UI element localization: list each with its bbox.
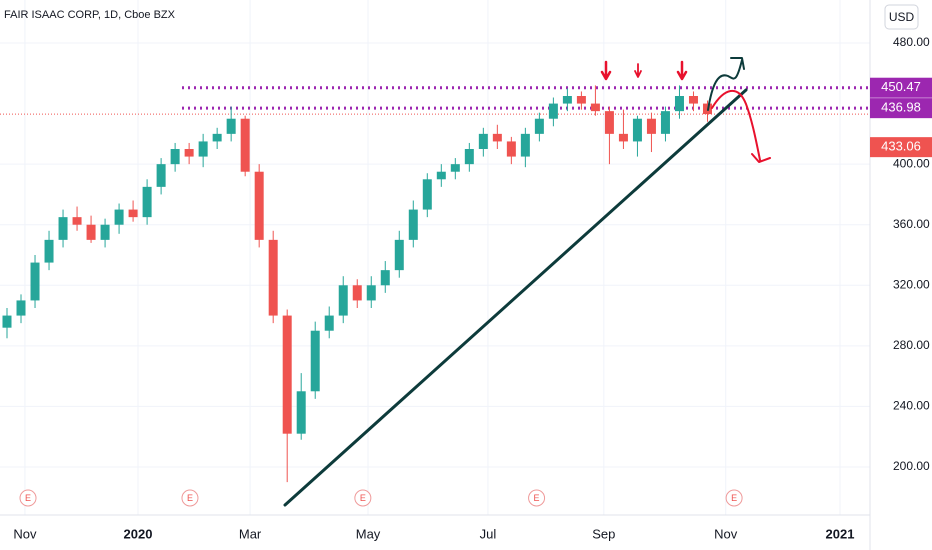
y-tick-label: 200.00 [893,459,930,473]
y-tick-label: 400.00 [893,156,930,170]
candle-body [310,330,320,392]
chart-title: FAIR ISAAC CORP, 1D, Cboe BZX [4,9,176,21]
candle-body [408,209,418,240]
marker-arrow [676,60,688,81]
x-tick-label: Nov [714,526,738,541]
candle-body [170,149,180,165]
event-label: E [731,493,737,503]
candle-body [282,315,292,434]
candle-body [562,96,572,104]
candle-body [506,141,516,157]
currency-button[interactable] [884,4,919,30]
trendline [283,88,748,507]
event-label: E [534,493,540,503]
candle-body [44,239,54,263]
candle-body [142,186,152,218]
candle-body [128,209,138,218]
marker-arrow [634,63,642,78]
candle-body [58,217,68,240]
candle-body [338,285,348,316]
axes: 200.00 240.00 280.00 320.00 360.00 400.00 480.… [13,35,932,541]
event-marker [354,489,372,507]
candle-body [422,179,432,210]
x-tick-label: Nov [13,526,37,541]
candle-body [240,118,250,172]
candle-body [520,133,530,157]
candle-body [660,111,670,134]
x-tick-label: Sep [592,526,615,541]
down-arrow [711,90,761,161]
candle-body [212,133,222,142]
x-tick-label: Jul [480,526,497,541]
marker-arrow [600,60,612,81]
candle-body [324,315,334,331]
candle-body [450,164,460,172]
price-label: 436.98 [881,100,921,115]
candle-body [184,149,194,157]
y-tick-label: 360.00 [893,217,930,231]
down-arrowhead [751,153,771,163]
price-label-box [870,77,932,98]
grid [0,0,870,515]
price-label: 433.06 [881,139,921,154]
up-arrowhead [730,57,745,70]
candle-body [478,133,488,150]
candle-body [632,118,642,142]
event-label: E [25,493,31,503]
candle-body [114,209,124,225]
levels [0,86,870,115]
candle-body [380,270,390,286]
candle-body [394,239,404,271]
candle-body [548,103,558,119]
candle-body [618,133,628,142]
candle-body [534,118,544,134]
y-tick-label: 480.00 [893,35,930,49]
drawings [283,57,771,507]
currency-label[interactable]: USD [889,10,915,24]
price-label-box [870,137,932,158]
candle-body [646,118,656,134]
candle-body [674,96,684,112]
candle-body [436,171,446,180]
candle-body [30,262,40,301]
price-label-box [870,98,932,119]
candle-body [464,149,474,165]
price-label: 450.47 [881,79,921,94]
y-tick-label: 280.00 [893,338,930,352]
event-marker [725,489,743,507]
candle-body [492,133,502,142]
candle-body [576,96,586,104]
candle-body [296,391,306,434]
candle-body [590,103,600,112]
candle-body [86,224,96,240]
candle-body [254,171,264,240]
up-arrow [707,59,743,111]
candle-body [366,285,376,301]
candle-body [100,224,110,240]
candle-body [72,217,82,225]
candle-body [16,300,26,316]
event-label: E [360,493,366,503]
x-tick-label: Mar [239,526,262,541]
x-tick-label: 2021 [826,526,855,541]
candle-body [2,315,12,328]
x-tick-label: May [356,526,381,541]
candle-body [688,96,698,104]
candle-body [268,239,278,316]
event-marker [181,489,199,507]
x-tick-label: 2020 [124,526,153,541]
candle-body [156,164,166,187]
event-marker [528,489,546,507]
candle-body [226,118,236,134]
candle-body [198,141,208,157]
candles [2,85,712,483]
candle-body [352,285,362,301]
y-tick-label: 320.00 [893,277,930,291]
event-marker [19,489,37,507]
candle-body [604,111,614,134]
y-tick-label: 240.00 [893,399,930,413]
event-label: E [187,493,193,503]
